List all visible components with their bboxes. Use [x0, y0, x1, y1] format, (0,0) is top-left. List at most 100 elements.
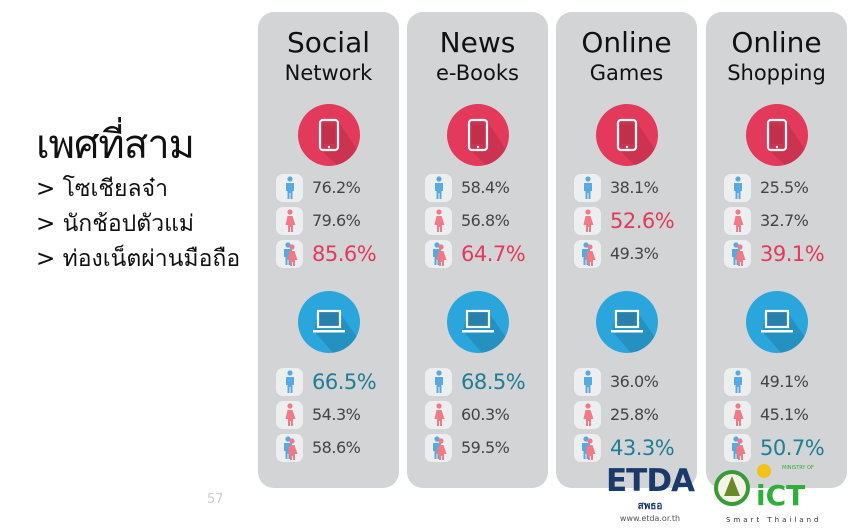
stat-value: 36.0%: [610, 371, 659, 391]
stat-row-third-gender: 64.7%: [425, 237, 526, 270]
third-gender-icon-box: [425, 433, 452, 462]
stat-row-third-gender: 58.6%: [276, 431, 376, 464]
male-icon: [733, 175, 742, 199]
stat-row-male: 76.2%: [276, 171, 376, 204]
female-icon-box: [574, 400, 601, 429]
mobile-stats: 76.2% 79.6% 85.6%: [276, 171, 377, 270]
female-icon-box: [425, 400, 452, 429]
male-icon-box: [574, 173, 601, 202]
smartphone-icon: [596, 104, 658, 166]
page-number: 57: [207, 492, 224, 507]
stat-row-female: 45.1%: [724, 398, 824, 431]
female-icon-box: [574, 206, 601, 235]
ict-top-text: MINISTRY OF: [782, 465, 814, 471]
third-gender-icon: [731, 241, 745, 266]
bullet-item: > ท่องเน็ตผ่านมือถือ: [36, 246, 241, 272]
stat-row-male: 49.1%: [724, 365, 824, 398]
female-icon-box: [724, 400, 751, 429]
category-panel: News e-Books 58.4% 56.8% 64.7% 68.5% 60.3% 59…: [407, 12, 548, 488]
stat-value: 79.6%: [312, 210, 361, 230]
female-icon: [285, 402, 295, 426]
title-line2: Games: [589, 61, 664, 85]
female-icon-box: [425, 206, 452, 235]
stat-row-third-gender: 85.6%: [276, 237, 377, 270]
stat-row-female: 32.7%: [724, 204, 824, 237]
female-icon-box: [724, 206, 751, 235]
stat-row-female: 52.6%: [574, 204, 675, 237]
stat-value: 56.8%: [461, 210, 510, 230]
etda-logo: ETDA สพธอ www.etda.or.th: [606, 462, 695, 524]
third-gender-icon: [283, 435, 297, 460]
third-gender-icon-box: [724, 239, 751, 268]
third-gender-icon-box: [574, 433, 601, 462]
stat-value: 58.4%: [461, 177, 510, 197]
third-gender-icon: [581, 241, 595, 266]
category-panel: Online Games 38.1% 52.6% 49.3% 36.0% 25.8% 43…: [556, 12, 697, 488]
stat-value: 66.5%: [312, 369, 377, 394]
title-line2: Network: [284, 61, 373, 85]
female-icon: [583, 402, 593, 426]
female-icon: [733, 208, 743, 232]
stat-row-male: 66.5%: [276, 365, 377, 398]
third-gender-icon: [581, 435, 595, 460]
smartphone-icon: [746, 104, 808, 166]
laptop-icon: [447, 291, 509, 353]
title-line2: Shopping: [727, 61, 826, 85]
laptop-stats: 36.0% 25.8% 43.3%: [574, 365, 675, 464]
stat-value: 54.3%: [312, 404, 361, 424]
female-icon: [733, 402, 743, 426]
stat-value: 52.6%: [610, 208, 675, 233]
smartphone-icon: [298, 104, 360, 166]
bullet-item: > โซเชียลจ๋า: [36, 176, 168, 202]
stat-value: 38.1%: [610, 177, 659, 197]
stat-row-female: 25.8%: [574, 398, 674, 431]
stat-value: 60.3%: [461, 404, 510, 424]
female-icon: [285, 208, 295, 232]
left-text: เพศที่สาม > โซเชียลจ๋า > นักช้อปตัวแม่ >…: [36, 118, 240, 277]
stat-value: 85.6%: [312, 241, 377, 266]
laptop-icon: [746, 291, 808, 353]
stat-value: 49.1%: [760, 371, 809, 391]
stat-value: 25.8%: [610, 404, 659, 424]
laptop-stats: 68.5% 60.3% 59.5%: [425, 365, 526, 464]
male-icon: [583, 369, 592, 393]
etda-logo-text: ETDA: [606, 463, 695, 499]
etda-logo-thai: สพธอ: [637, 501, 663, 512]
stat-value: 45.1%: [760, 404, 809, 424]
mobile-stats: 25.5% 32.7% 39.1%: [724, 171, 825, 270]
title-line1: News: [439, 26, 516, 59]
male-icon-box: [574, 367, 601, 396]
male-icon-box: [276, 173, 303, 202]
third-gender-icon-box: [425, 239, 452, 268]
third-gender-icon-box: [276, 433, 303, 462]
stat-row-male: 38.1%: [574, 171, 674, 204]
stat-value: 32.7%: [760, 210, 809, 230]
stat-row-third-gender: 59.5%: [425, 431, 525, 464]
stat-value: 76.2%: [312, 177, 361, 197]
stat-row-male: 68.5%: [425, 365, 526, 398]
stat-row-third-gender: 39.1%: [724, 237, 825, 270]
bullet-item: > นักช้อปตัวแม่: [36, 211, 195, 237]
heading: เพศที่สาม: [36, 122, 195, 168]
stat-value: 58.6%: [312, 437, 361, 457]
third-gender-icon: [432, 435, 446, 460]
male-icon-box: [276, 367, 303, 396]
male-icon-box: [425, 173, 452, 202]
stat-row-third-gender: 43.3%: [574, 431, 675, 464]
third-gender-icon-box: [276, 239, 303, 268]
panel-title: Social Network: [258, 26, 399, 86]
ict-sub-text: Smart Thailand: [726, 516, 821, 524]
etda-url: www.etda.or.th: [619, 514, 681, 523]
laptop-icon: [596, 291, 658, 353]
female-icon-box: [276, 400, 303, 429]
stat-value: 49.3%: [610, 243, 659, 263]
female-icon: [583, 208, 593, 232]
third-gender-icon-box: [724, 433, 751, 462]
mobile-stats: 38.1% 52.6% 49.3%: [574, 171, 675, 270]
stat-row-female: 79.6%: [276, 204, 376, 237]
title-line1: Social: [286, 26, 370, 59]
male-icon: [434, 175, 443, 199]
male-icon-box: [425, 367, 452, 396]
stat-value: 50.7%: [760, 435, 825, 460]
category-panel: Online Shopping 25.5% 32.7% 39.1% 49.1% 45.1…: [706, 12, 847, 488]
